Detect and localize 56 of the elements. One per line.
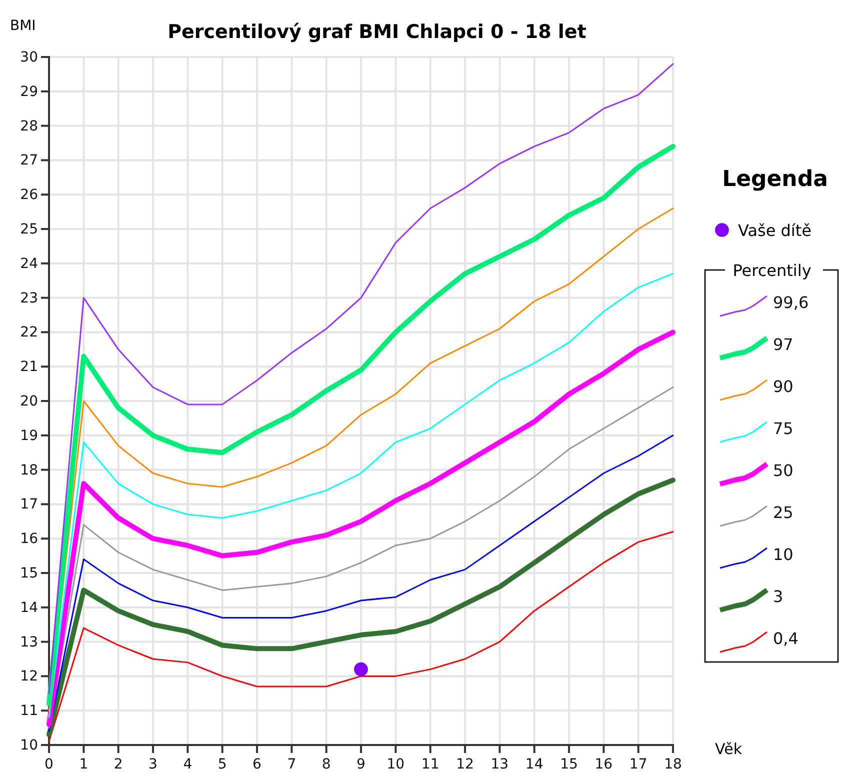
y-tick-label: 28: [20, 118, 38, 134]
y-tick-label: 29: [20, 84, 38, 100]
y-tick-label: 18: [20, 462, 38, 478]
y-tick-label: 13: [20, 634, 38, 650]
x-tick-label: 18: [664, 756, 682, 773]
x-tick-label: 3: [148, 756, 158, 773]
legend-label: 90: [773, 377, 794, 396]
y-tick-label: 23: [20, 290, 38, 306]
x-tick-label: 17: [629, 756, 648, 773]
legend-label: 75: [773, 419, 794, 438]
x-tick-label: 8: [322, 756, 331, 773]
x-tick-label: 7: [287, 756, 296, 773]
y-tick-label: 12: [20, 668, 38, 685]
y-tick-label: 20: [20, 393, 38, 410]
x-tick-label: 13: [490, 756, 509, 773]
y-tick-label: 21: [20, 359, 38, 376]
x-tick-label: 15: [560, 756, 578, 773]
y-tick-label: 30: [20, 49, 38, 66]
x-axis-title: Věk: [715, 740, 742, 758]
y-tick-label: 26: [20, 187, 38, 204]
x-tick-label: 0: [44, 756, 54, 773]
legend-label: 10: [773, 545, 794, 564]
x-tick-label: 14: [525, 756, 544, 773]
x-tick-label: 11: [421, 756, 440, 773]
y-tick-label: 24: [20, 256, 38, 272]
y-tick-label: 11: [20, 703, 38, 720]
y-tick-label: 16: [20, 531, 38, 548]
y-tick-label: 17: [20, 496, 38, 513]
legend-label: Vaše dítě: [738, 221, 812, 240]
y-tick-label: 10: [20, 737, 38, 754]
x-tick-label: 6: [252, 756, 262, 773]
line-series: [48, 530, 674, 742]
y-tick-label: 22: [20, 324, 38, 341]
x-tick-label: 4: [183, 756, 192, 773]
y-tick-label: 25: [20, 221, 38, 238]
y-tick-label: 27: [20, 152, 38, 169]
text: Percentily: [732, 261, 812, 280]
legend-label: 3: [773, 587, 784, 606]
y-tick-label: 15: [20, 565, 38, 582]
x-tick-label: 2: [114, 756, 123, 773]
legend-label: 0,4: [773, 629, 798, 648]
x-tick-label: 12: [456, 756, 474, 773]
legend-label: 97: [773, 335, 794, 354]
x-tick-label: 10: [386, 756, 405, 773]
legend-label: 99,6: [773, 293, 809, 312]
x-tick-label: 1: [79, 756, 88, 773]
x-tick-label: 9: [356, 756, 366, 773]
legend-label: 25: [773, 503, 794, 522]
y-tick-label: 19: [20, 428, 38, 444]
y-axis-title: BMI: [10, 18, 36, 34]
x-tick-label: 16: [594, 756, 613, 773]
chart-title: Percentilový graf BMI Chlapci 0 - 18 let: [168, 21, 586, 43]
x-tick-label: 5: [218, 756, 227, 773]
legend-label: 50: [773, 461, 794, 480]
y-tick-label: 14: [20, 600, 38, 616]
legend-title: Legenda: [722, 167, 828, 192]
